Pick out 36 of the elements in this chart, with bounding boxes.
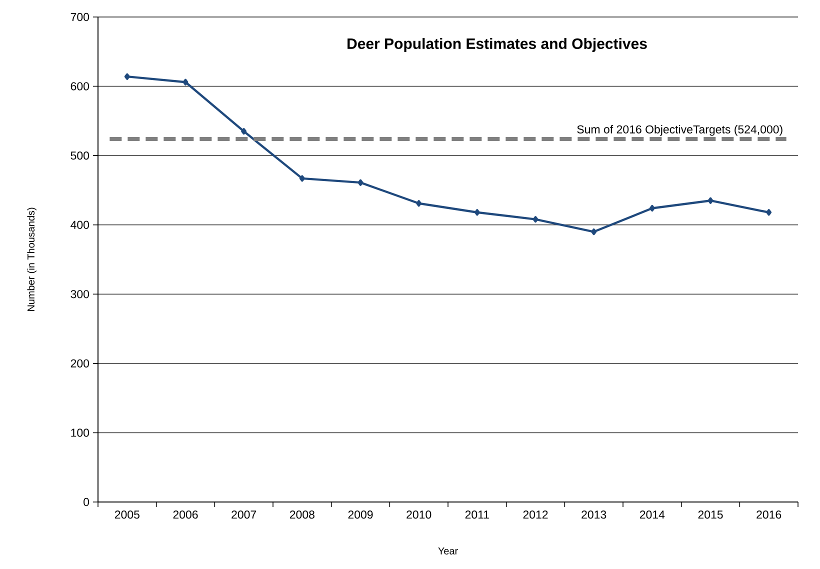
- point: [124, 73, 130, 80]
- y-tick-label: 400: [70, 220, 90, 229]
- y-tick-label: 700: [70, 12, 90, 22]
- point: [358, 179, 364, 186]
- x-tick-label: 2010: [406, 510, 432, 519]
- x-tick-label: 2016: [756, 510, 782, 519]
- y-tick-label: 600: [70, 82, 90, 90]
- x-tick-label: 2015: [698, 510, 723, 519]
- point: [474, 209, 480, 216]
- point: [532, 216, 538, 223]
- y-axis-title: Number (in Thousands): [27, 208, 36, 312]
- text: Deer Population Estimates and Objectives: [348, 38, 647, 52]
- y-tick-label: 500: [70, 152, 90, 160]
- x-tick-label: 2007: [232, 510, 256, 519]
- point: [766, 209, 772, 216]
- x-axis-title: Year: [438, 548, 458, 554]
- x-tick-label: 2012: [523, 510, 548, 519]
- x-tick-label: 2014: [640, 510, 665, 519]
- y-tick-label: 300: [70, 290, 90, 298]
- point: [591, 228, 597, 236]
- point: [416, 200, 422, 207]
- x-tick-label: 2005: [114, 510, 140, 519]
- x-tick-label: 2006: [173, 510, 198, 519]
- point: [182, 78, 188, 86]
- y-tick-label: 200: [70, 359, 90, 368]
- point: [649, 204, 655, 212]
- y-tick-label: 0: [84, 498, 90, 506]
- x-tick-label: 2008: [290, 510, 314, 519]
- point: [708, 197, 714, 204]
- point: [241, 128, 247, 135]
- x-tick-label: 2009: [348, 510, 373, 519]
- y-tick-label: 100: [71, 428, 90, 437]
- ref-line-label: Sum of 2016 ObjectiveTargets (524,000): [577, 125, 782, 136]
- point: [299, 175, 305, 182]
- x-tick-label: 2011: [465, 510, 489, 519]
- x-tick-label: 2013: [582, 510, 606, 519]
